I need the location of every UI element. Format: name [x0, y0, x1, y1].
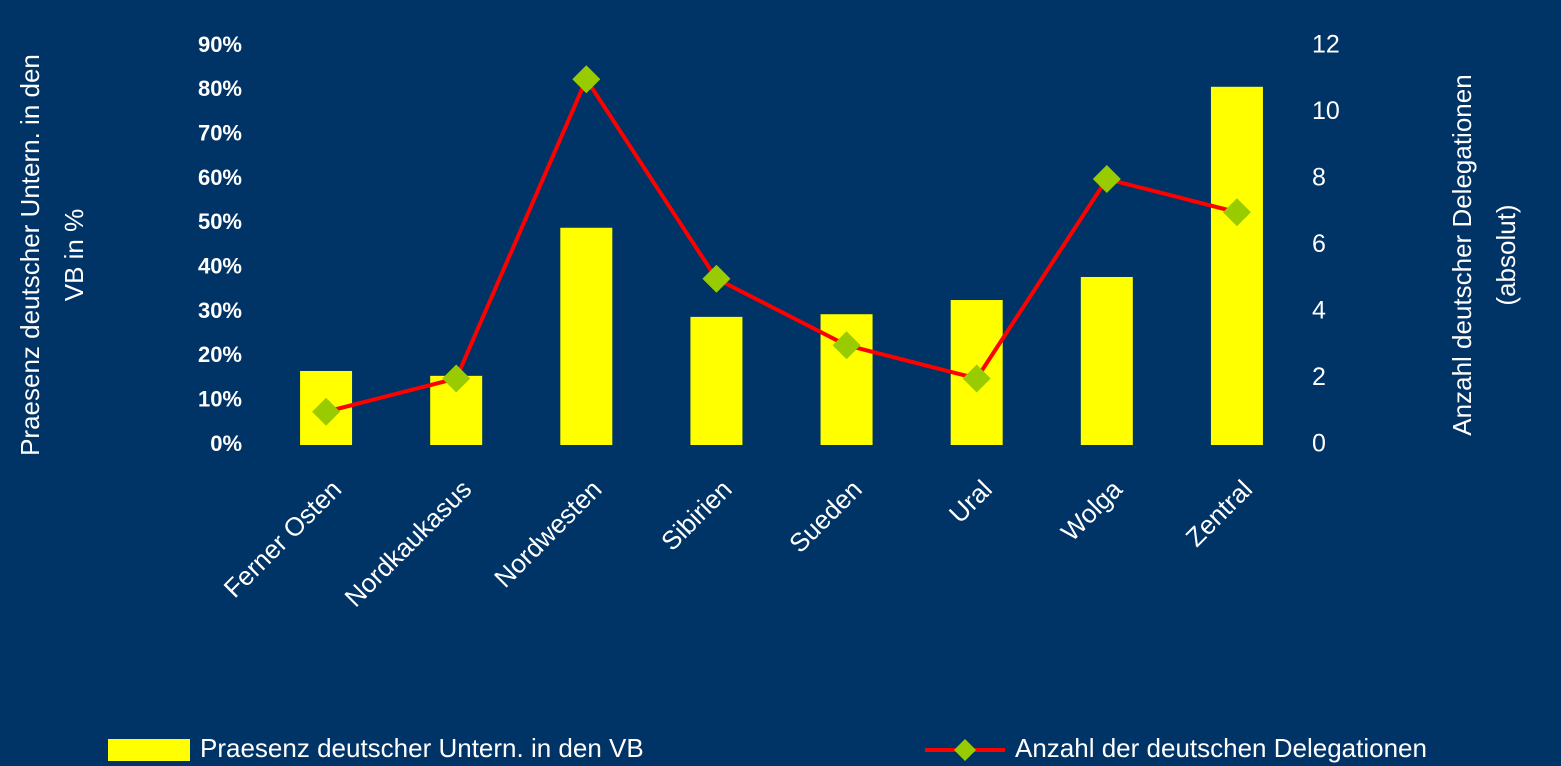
line [325, 75, 1238, 414]
legend-swatch [108, 739, 190, 761]
marker [962, 364, 991, 393]
marker [312, 397, 341, 426]
y2-tick-label: 12 [1312, 31, 1340, 59]
bar [1080, 276, 1133, 445]
marker [1222, 198, 1251, 227]
y-tick-label: 70% [198, 120, 242, 145]
bar [690, 316, 743, 445]
y2-tick-label: 4 [1312, 297, 1326, 325]
legend-label: Anzahl der deutschen Delegationen [1015, 733, 1427, 763]
y-tick-label: 10% [198, 386, 242, 411]
y2-tick-label: 6 [1312, 230, 1326, 258]
x-tick-label: Nordkaukasus [339, 474, 478, 613]
y2-tick-label: 2 [1312, 363, 1326, 391]
x-tick-label: Sueden [783, 474, 868, 559]
y-tick-label: 30% [198, 298, 242, 323]
y-tick-label: 40% [198, 253, 242, 278]
bar [1210, 86, 1263, 445]
x-tick-label: Ferner Osten [218, 474, 348, 604]
marker [702, 264, 731, 293]
bar [560, 227, 613, 445]
x-tick-label: Ural [943, 474, 998, 529]
legend-label: Praesenz deutscher Untern. in den VB [200, 733, 644, 763]
marker [832, 331, 861, 360]
x-tick-label: Sibirien [655, 474, 738, 557]
y2-axis-title: Anzahl deutscher Delegationen (absolut) [1447, 74, 1521, 436]
y-tick-label: 0% [210, 431, 242, 456]
y-tick-label: 60% [198, 165, 242, 190]
y2-tick-label: 10 [1312, 97, 1340, 125]
marker [442, 364, 471, 393]
y-tick-label: 80% [198, 76, 242, 101]
y-axis-title: Praesenz deutscher Untern. in den VB in … [15, 54, 89, 456]
x-tick-label: Wolga [1055, 474, 1128, 547]
marker [572, 65, 601, 94]
y-tick-label: 50% [198, 209, 242, 234]
y2-tick-label: 8 [1312, 164, 1326, 192]
y2-tick-label: 0 [1312, 430, 1326, 458]
y-tick-label: 20% [198, 342, 242, 367]
y-tick-label: 90% [198, 32, 242, 57]
marker [1092, 165, 1121, 193]
x-tick-label: Zentral [1180, 474, 1258, 552]
x-tick-label: Nordwesten [488, 474, 607, 593]
legend-marker [954, 739, 976, 761]
